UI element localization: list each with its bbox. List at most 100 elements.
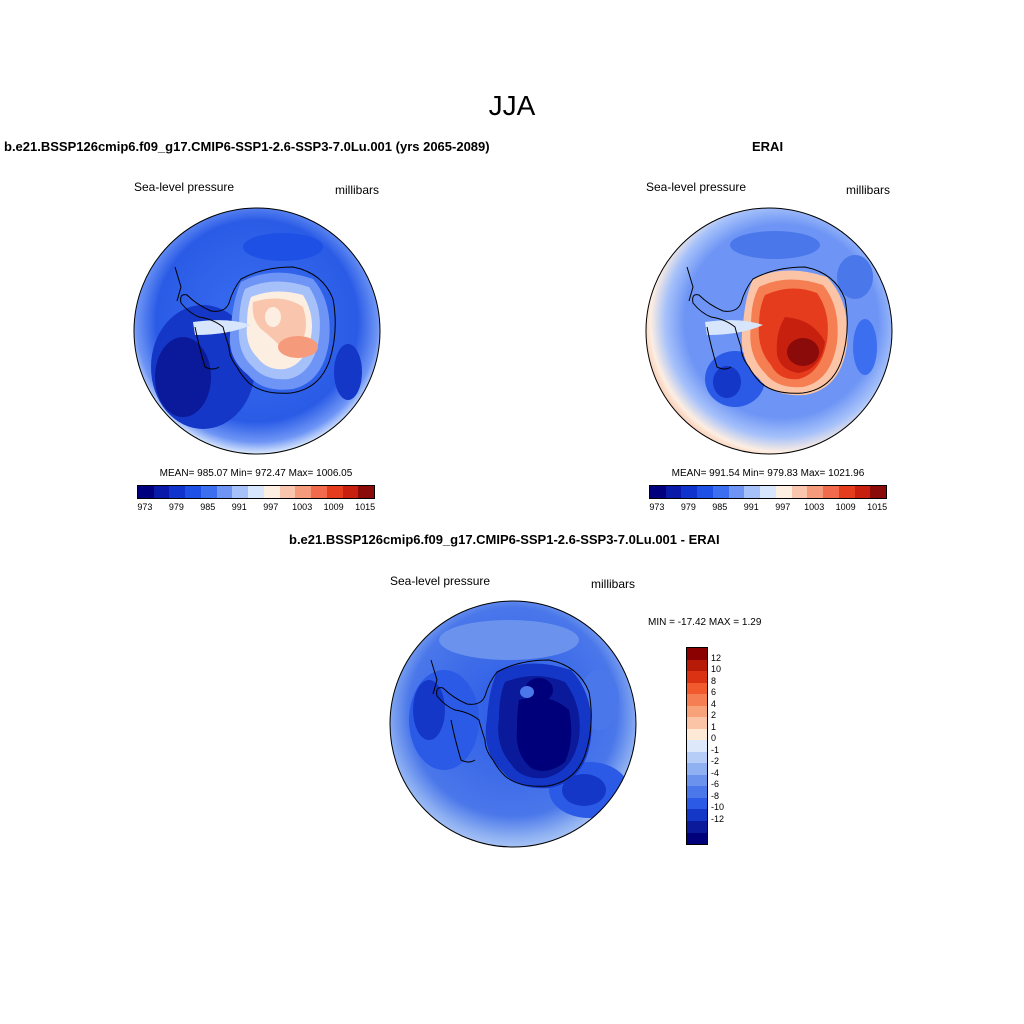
model-colorbar bbox=[137, 485, 375, 499]
colorbar-swatch bbox=[697, 486, 713, 498]
colorbar-tick-label: 1009 bbox=[323, 502, 344, 512]
page-title: JJA bbox=[488, 90, 536, 121]
erai-panel-title: ERAI bbox=[752, 139, 784, 154]
colorbar-swatch bbox=[728, 486, 745, 498]
colorbar-swatch bbox=[744, 486, 761, 498]
colorbar-swatch bbox=[687, 774, 707, 787]
colorbar-swatch bbox=[687, 682, 707, 695]
colorbar-swatch bbox=[216, 486, 233, 498]
colorbar-tick-label: 973 bbox=[649, 502, 665, 512]
colorbar-tick-label: 1003 bbox=[804, 502, 825, 512]
erai-variable-label: Sea-level pressure bbox=[646, 180, 747, 194]
model-units-label: millibars bbox=[335, 183, 380, 197]
colorbar-swatch bbox=[248, 486, 264, 498]
colorbar-tick-label: 979 bbox=[168, 502, 184, 512]
colorbar-swatch bbox=[665, 486, 682, 498]
colorbar-tick-label: 10 bbox=[711, 664, 722, 675]
colorbar-swatch bbox=[687, 797, 707, 810]
erai-colorbar-ticks: 973 979 985 991 997 1003 1009 1015 bbox=[649, 502, 888, 514]
colorbar-swatch bbox=[687, 786, 707, 798]
colorbar-swatch bbox=[823, 486, 839, 498]
colorbar-swatch bbox=[712, 486, 729, 498]
colorbar-tick-label: -8 bbox=[711, 790, 720, 801]
colorbar-swatch bbox=[687, 648, 707, 660]
colorbar-swatch bbox=[687, 832, 707, 845]
colorbar-tick-label: -10 bbox=[711, 802, 725, 813]
colorbar-swatch bbox=[854, 486, 871, 498]
difference-colorbar-ticks: 12 10 8 6 4 2 1 0 -1 -2 -4 -6 -8 -10 -12 bbox=[711, 647, 751, 843]
model-panel-title: b.e21.BSSP126cmip6.f09_g17.CMIP6-SSP1-2.… bbox=[4, 139, 490, 154]
model-colorbar-ticks: 973 979 985 991 997 1003 1009 1015 bbox=[137, 502, 376, 514]
difference-variable-label: Sea-level pressure bbox=[390, 574, 491, 588]
model-stats: MEAN= 985.07 Min= 972.47 Max= 1006.05 bbox=[159, 468, 353, 479]
difference-panel-title: b.e21.BSSP126cmip6.f09_g17.CMIP6-SSP1-2.… bbox=[289, 532, 720, 547]
colorbar-swatch bbox=[687, 740, 707, 752]
colorbar-swatch bbox=[791, 486, 808, 498]
colorbar-tick-label: 1015 bbox=[867, 502, 888, 512]
colorbar-swatch bbox=[650, 486, 666, 498]
colorbar-swatch bbox=[687, 705, 707, 718]
model-variable-label: Sea-level pressure bbox=[134, 180, 235, 194]
colorbar-tick-label: 991 bbox=[743, 502, 759, 512]
colorbar-swatch bbox=[295, 486, 312, 498]
colorbar-tick-label: 1 bbox=[711, 721, 717, 732]
colorbar-swatch bbox=[279, 486, 296, 498]
colorbar-tick-label: 985 bbox=[712, 502, 728, 512]
colorbar-tick-label: 8 bbox=[711, 675, 717, 686]
colorbar-swatch bbox=[807, 486, 824, 498]
colorbar-swatch bbox=[687, 728, 707, 741]
colorbar-tick-label: 4 bbox=[711, 698, 717, 709]
colorbar-tick-label: 12 bbox=[711, 652, 722, 663]
colorbar-swatch bbox=[232, 486, 249, 498]
difference-stats: MIN = -17.42 MAX = 1.29 bbox=[648, 617, 762, 628]
colorbar-swatch bbox=[153, 486, 170, 498]
colorbar-tick-label: 991 bbox=[231, 502, 247, 512]
difference-colorbar bbox=[686, 647, 708, 845]
colorbar-tick-label: 979 bbox=[680, 502, 696, 512]
colorbar-swatch bbox=[185, 486, 201, 498]
colorbar-swatch bbox=[687, 809, 707, 821]
colorbar-swatch bbox=[263, 486, 280, 498]
colorbar-swatch bbox=[311, 486, 327, 498]
erai-slp-map bbox=[645, 207, 893, 455]
colorbar-tick-label: 0 bbox=[711, 733, 717, 744]
colorbar-swatch bbox=[775, 486, 792, 498]
colorbar-swatch bbox=[687, 763, 707, 775]
colorbar-swatch bbox=[681, 486, 698, 498]
colorbar-swatch bbox=[326, 486, 343, 498]
colorbar-swatch bbox=[687, 820, 707, 833]
erai-stats: MEAN= 991.54 Min= 979.83 Max= 1021.96 bbox=[671, 468, 865, 479]
colorbar-swatch bbox=[838, 486, 855, 498]
colorbar-tick-label: 997 bbox=[263, 502, 279, 512]
difference-slp-map bbox=[389, 600, 637, 848]
colorbar-swatch bbox=[687, 751, 707, 764]
colorbar-tick-label: 973 bbox=[137, 502, 153, 512]
erai-colorbar bbox=[649, 485, 887, 499]
colorbar-tick-label: 6 bbox=[711, 687, 717, 698]
colorbar-swatch bbox=[358, 486, 375, 498]
model-slp-map bbox=[133, 207, 381, 455]
colorbar-tick-label: 997 bbox=[775, 502, 791, 512]
colorbar-tick-label: 1015 bbox=[355, 502, 376, 512]
colorbar-swatch bbox=[870, 486, 887, 498]
difference-units-label: millibars bbox=[591, 577, 636, 591]
colorbar-swatch bbox=[342, 486, 359, 498]
colorbar-swatch bbox=[200, 486, 217, 498]
colorbar-tick-label: -12 bbox=[711, 813, 725, 824]
colorbar-tick-label: -4 bbox=[711, 767, 720, 778]
erai-units-label: millibars bbox=[846, 183, 891, 197]
colorbar-tick-label: -6 bbox=[711, 779, 720, 790]
colorbar-swatch bbox=[687, 717, 707, 729]
colorbar-swatch bbox=[687, 671, 707, 683]
colorbar-tick-label: 1003 bbox=[292, 502, 313, 512]
colorbar-tick-label: -1 bbox=[711, 744, 720, 755]
colorbar-tick-label: 1009 bbox=[835, 502, 856, 512]
colorbar-swatch bbox=[169, 486, 186, 498]
colorbar-tick-label: 985 bbox=[200, 502, 216, 512]
colorbar-swatch bbox=[687, 659, 707, 672]
colorbar-swatch bbox=[687, 694, 707, 706]
colorbar-swatch bbox=[760, 486, 776, 498]
colorbar-swatch bbox=[138, 486, 154, 498]
colorbar-tick-label: -2 bbox=[711, 756, 720, 767]
colorbar-tick-label: 2 bbox=[711, 710, 717, 721]
